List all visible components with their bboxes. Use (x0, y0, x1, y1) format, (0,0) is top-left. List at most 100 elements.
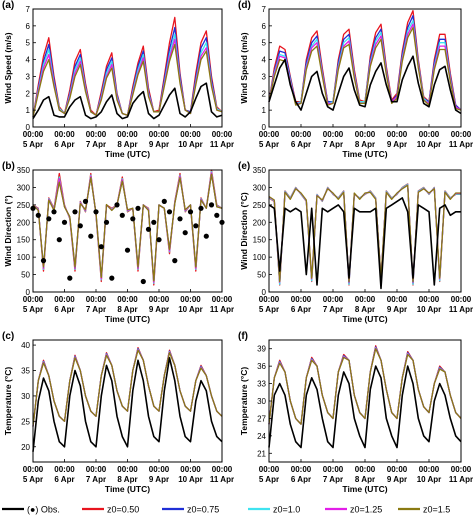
y-tick-label: 4 (26, 56, 31, 65)
x-tick-time: 00:00 (259, 130, 280, 139)
x-tick-date: 9 Apr (387, 140, 407, 149)
obs-point (51, 209, 57, 215)
series-line-z0_1_5 (32, 349, 223, 427)
x-tick-date: 7 Apr (86, 305, 106, 314)
x-tick-time: 00:00 (86, 465, 107, 474)
obs-point (88, 233, 94, 239)
y-tick-label: 35 (21, 367, 30, 376)
series-line-obs (268, 197, 461, 290)
series-line-z0_1_5 (268, 184, 461, 283)
y-tick-label: 5 (262, 39, 267, 48)
obs-point (93, 209, 99, 215)
x-tick-time: 00:00 (259, 465, 280, 474)
x-tick-time: 00:00 (86, 130, 107, 139)
obs-point (124, 247, 131, 253)
x-tick-date: 5 Apr (259, 305, 279, 314)
y-tick-label: 200 (17, 218, 31, 227)
x-tick-date: 5 Apr (23, 140, 43, 149)
y-tick-label: 25 (21, 417, 30, 426)
x-tick-date: 5 Apr (23, 305, 43, 314)
x-tick-date: 5 Apr (259, 475, 279, 484)
y-tick-label: 39 (257, 345, 266, 354)
y-tick-label: 5 (26, 39, 31, 48)
y-axis-title: Wind Speed (m/s) (239, 32, 249, 103)
legend-item: z0=0.50 (82, 505, 139, 515)
y-tick-label: 0 (26, 123, 31, 132)
x-tick-date: 10 Apr (178, 305, 203, 314)
x-tick-date: 11 Apr (449, 140, 473, 149)
obs-point (198, 205, 204, 211)
series-line-obs (268, 365, 462, 449)
x-tick-date: 7 Apr (323, 475, 343, 484)
obs-point (182, 230, 188, 236)
y-tick-label: 300 (253, 183, 267, 192)
y-tick-label: 350 (17, 166, 31, 175)
obs-point (56, 237, 62, 243)
legend-label: z0=1.25 (350, 505, 382, 515)
x-tick-time: 00:00 (117, 130, 138, 139)
x-tick-date: 7 Apr (323, 305, 343, 314)
x-tick-time: 00:00 (387, 130, 408, 139)
y-tick-label: 1 (262, 106, 267, 115)
y-tick-label: 36 (257, 362, 266, 371)
panel-label: (b) (2, 161, 15, 172)
series-line-z0_1_5 (32, 173, 223, 282)
y-tick-label: 350 (253, 166, 267, 175)
x-tick-time: 00:00 (419, 130, 440, 139)
x-tick-time: 00:00 (451, 295, 472, 304)
obs-point (46, 216, 52, 222)
legend-label: z0=0.75 (187, 505, 219, 515)
legend-item: z0=0.75 (162, 505, 219, 515)
obs-point (208, 202, 215, 208)
y-tick-label: 0 (262, 288, 267, 297)
obs-point (177, 216, 183, 222)
series-line-z0_1_5 (32, 43, 223, 118)
x-tick-date: 8 Apr (117, 305, 137, 314)
x-tick-date: 6 Apr (291, 475, 311, 484)
series-line-z0_0_50 (268, 183, 461, 286)
x-tick-time: 00:00 (355, 465, 376, 474)
series-line-obs (32, 356, 223, 452)
x-tick-time: 00:00 (323, 295, 344, 304)
x-tick-date: 10 Apr (178, 475, 203, 484)
y-tick-label: 40 (21, 341, 30, 350)
x-tick-time: 00:00 (419, 465, 440, 474)
x-tick-time: 00:00 (54, 130, 75, 139)
x-tick-time: 00:00 (291, 295, 312, 304)
y-tick-label: 7 (262, 5, 267, 14)
x-tick-time: 00:00 (54, 465, 75, 474)
y-tick-label: 30 (21, 392, 30, 401)
obs-point (40, 258, 47, 264)
x-tick-date: 8 Apr (355, 475, 375, 484)
x-tick-time: 00:00 (212, 130, 233, 139)
series-line-z0_1_25 (268, 184, 461, 283)
x-tick-date: 6 Apr (54, 305, 74, 314)
x-axis-title: Time (UTC) (105, 484, 150, 494)
x-tick-time: 00:00 (355, 130, 376, 139)
obs-point (61, 219, 68, 225)
x-tick-time: 00:00 (117, 465, 138, 474)
x-tick-date: 11 Apr (210, 140, 234, 149)
y-axis-title: Wind Speed (m/s) (3, 32, 13, 103)
legend-label: z0=0.50 (107, 505, 139, 515)
x-tick-time: 00:00 (149, 130, 170, 139)
x-axis-title: Time (UTC) (342, 149, 387, 159)
x-tick-time: 00:00 (180, 130, 201, 139)
y-tick-label: 0 (262, 123, 267, 132)
x-tick-time: 00:00 (86, 295, 107, 304)
legend: (●) Obs. z0=0.50 z0=0.75 z0=1.0 z0=1.25 z0=1.… (2, 505, 450, 515)
y-tick-label: 6 (262, 22, 267, 31)
y-tick-label: 150 (17, 236, 31, 245)
x-tick-time: 00:00 (23, 465, 44, 474)
series-line-z0_0_75 (268, 183, 461, 284)
x-tick-date: 8 Apr (117, 475, 137, 484)
x-tick-date: 8 Apr (355, 140, 375, 149)
obs-point (193, 223, 199, 229)
y-tick-label: 20 (21, 443, 30, 452)
obs-point (103, 219, 110, 225)
x-tick-time: 00:00 (323, 130, 344, 139)
x-tick-time: 00:00 (419, 295, 440, 304)
